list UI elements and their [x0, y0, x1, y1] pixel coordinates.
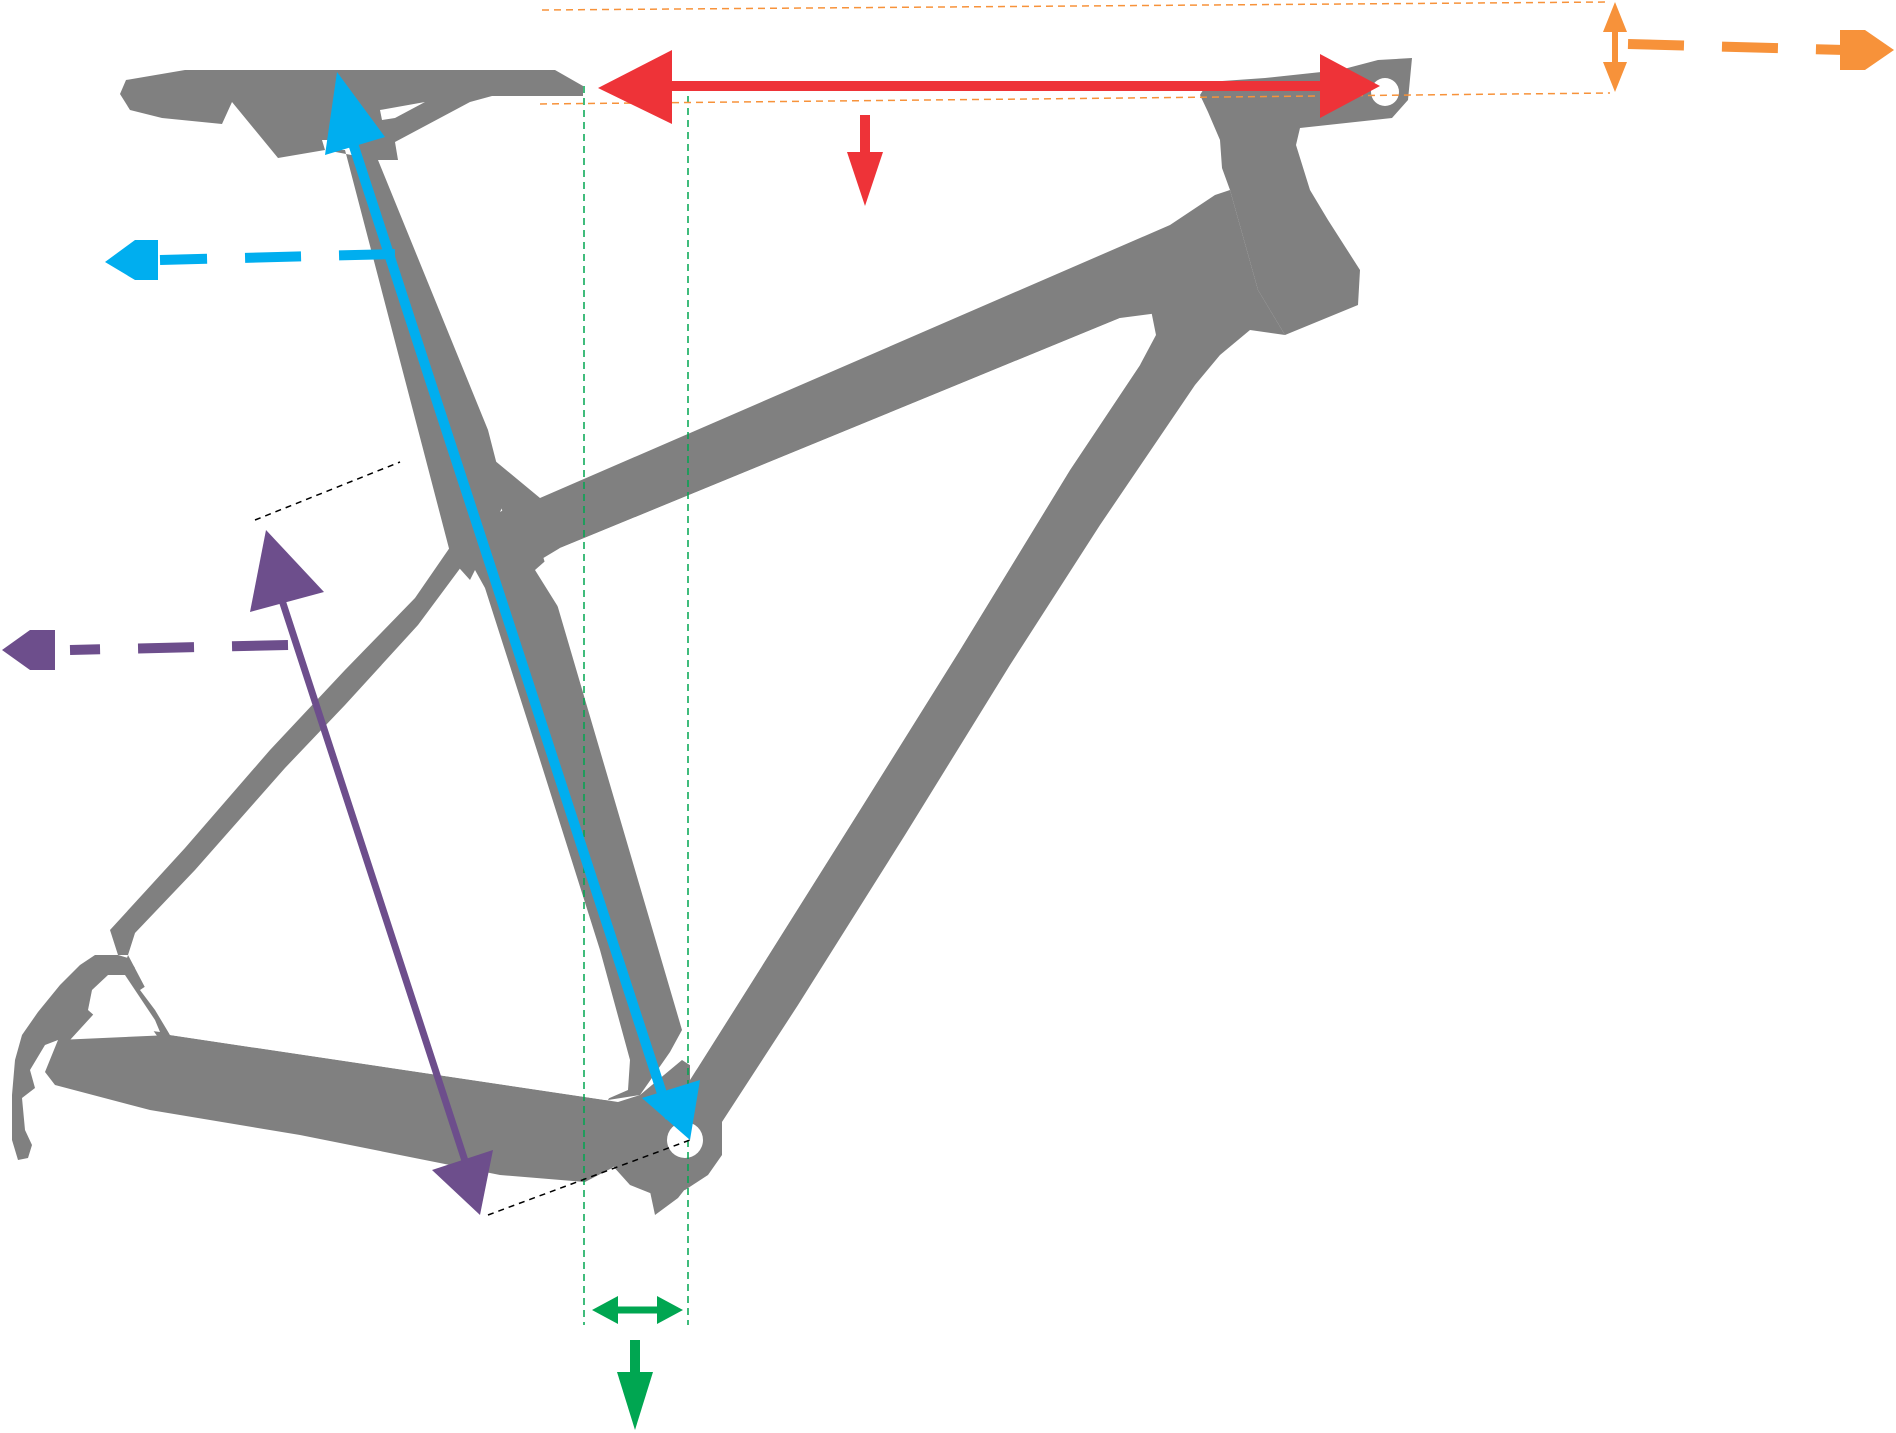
- head-tube-height-measure: [1603, 2, 1894, 92]
- rear-dropout: [12, 955, 135, 1160]
- bb-offset-left-arrowhead: [592, 1296, 618, 1324]
- top-reach-down-arrow-icon: [847, 152, 883, 206]
- seat-tube-ct-left-arrow-icon: [2, 630, 55, 670]
- down-tube: [648, 225, 1285, 1215]
- chain-stay: [45, 1035, 640, 1182]
- seat-tube-length-pointer: [159, 249, 396, 265]
- seat-tube-ct-bottom-arrowhead: [432, 1150, 493, 1215]
- head-tube: [1200, 58, 1412, 335]
- rear-triangle-web: [118, 955, 170, 1040]
- seat-tube-ct-top-arrowhead: [250, 530, 324, 612]
- seat-tube-ct-pointer: [69, 640, 289, 655]
- head-tube-height-pointer: [1627, 39, 1846, 55]
- seat-tube-length-bottom-arrowhead: [642, 1080, 700, 1140]
- headtube-guide-top: [541, 1, 1611, 11]
- rear-triangle-gap: [140, 570, 630, 1100]
- top-reach-measure: [598, 50, 1380, 206]
- bottom-bracket-hole: [667, 1122, 703, 1158]
- seat-tube-center-top-measure: [2, 530, 493, 1215]
- seat-tube-length-left-arrow-icon: [105, 240, 158, 280]
- top-tube: [488, 190, 1258, 580]
- headtube-guide-bottom: [539, 92, 1611, 105]
- seat-tube-length-measure: [105, 72, 700, 1140]
- ct-guide-bottom: [487, 1139, 691, 1216]
- head-tube-hole: [1371, 78, 1399, 106]
- head-tube-height-top-arrowhead: [1603, 2, 1627, 32]
- ct-guide-top: [254, 461, 401, 521]
- seat-tube: [325, 150, 682, 1100]
- head-tube-height-bottom-arrowhead: [1603, 62, 1627, 92]
- bike-frame: [12, 58, 1412, 1215]
- bb-offset-down-arrow-icon: [617, 1372, 653, 1430]
- dropout-hole: [88, 975, 160, 1032]
- seat-tube-length-top-arrowhead: [325, 72, 385, 155]
- bb-offset-right-arrowhead: [657, 1296, 683, 1324]
- seat-stay: [110, 540, 470, 955]
- bottom-bracket-offset-measure: [592, 1296, 683, 1430]
- top-reach-left-arrowhead: [598, 50, 672, 124]
- top-reach-right-arrowhead: [1320, 54, 1380, 118]
- seat-tube-ct-line: [274, 586, 472, 1172]
- seat-tube-length-line: [342, 123, 675, 1120]
- head-tube-height-right-arrow-icon: [1840, 30, 1894, 70]
- seat-clamp-slot: [380, 102, 425, 120]
